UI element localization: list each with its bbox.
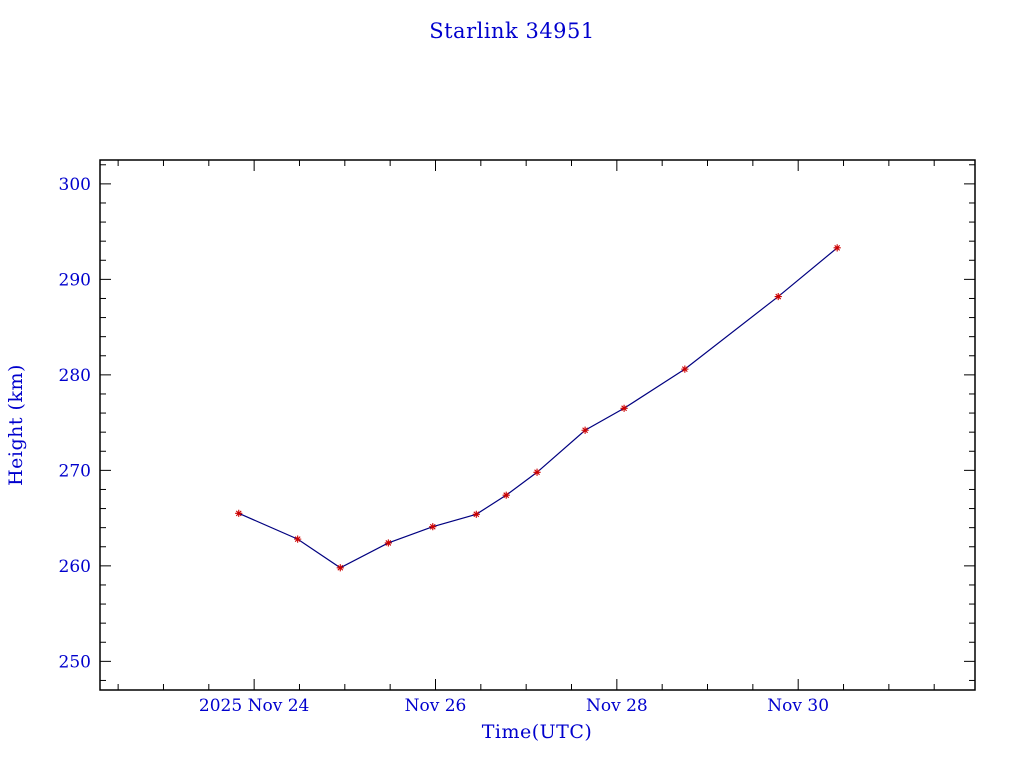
data-point-marker: [833, 244, 841, 252]
y-tick-label: 250: [59, 652, 91, 672]
y-tick-label: 270: [59, 461, 91, 481]
x-tick-label: 2025 Nov 24: [199, 696, 309, 716]
data-line: [238, 247, 838, 569]
data-point-marker: [502, 491, 510, 499]
data-point-marker: [235, 509, 243, 517]
plot-content: 2025 Nov 24 Nov 26 Nov 28 Nov 30 250 260 270 28…: [59, 159, 976, 716]
data-point-marker: [774, 292, 782, 301]
y-axis-label: Height (km): [5, 364, 27, 486]
data-point-marker: [336, 564, 344, 572]
y-tick-label: 300: [59, 175, 91, 195]
y-tick-label: 290: [59, 270, 91, 290]
y-tick-label: 260: [59, 557, 91, 577]
x-tick-label: Nov 26: [405, 696, 467, 716]
x-tick-label: Nov 30: [767, 696, 829, 716]
data-point-marker: [533, 468, 541, 476]
data-point-marker: [681, 365, 689, 373]
data-point-marker: [581, 426, 589, 434]
x-tick-label: Nov 28: [586, 696, 648, 716]
data-point-marker: [472, 510, 480, 518]
data-point-marker: [294, 535, 302, 543]
plot-frame: [99, 159, 976, 691]
data-point-marker: [620, 404, 628, 412]
data-point-marker: [429, 523, 437, 531]
data-point-marker: [384, 539, 392, 547]
y-tick-label: 280: [59, 366, 91, 386]
chart-title: Starlink 34951: [429, 19, 595, 43]
x-axis-label: Time(UTC): [482, 721, 593, 743]
